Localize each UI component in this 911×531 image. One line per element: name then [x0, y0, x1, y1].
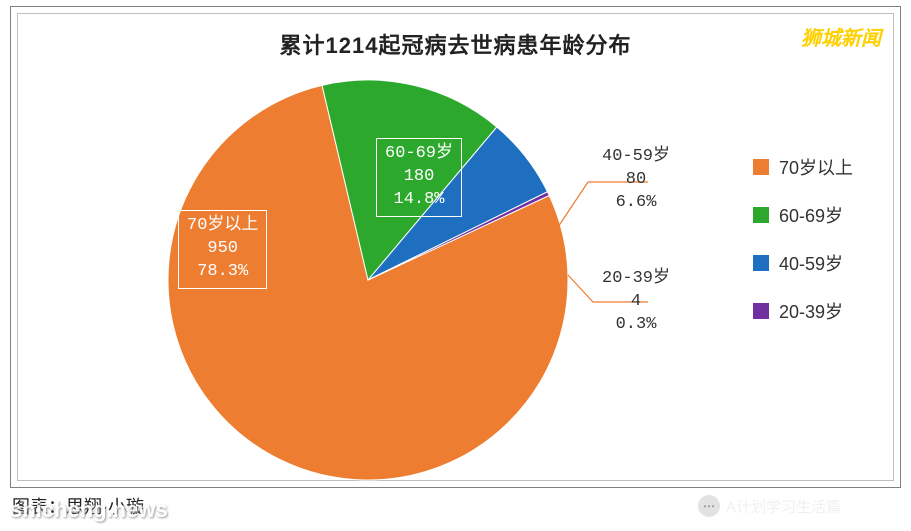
wechat-icon: ⋯	[698, 495, 720, 517]
legend-text: 40-59岁	[779, 250, 843, 276]
slice-value: 80	[602, 169, 670, 192]
watermark-channel: ⋯ A计划学习生活篇	[698, 495, 841, 517]
pie-chart	[88, 72, 648, 492]
slice-name: 20-39岁	[602, 268, 670, 291]
chart-frame: 累计1214起冠病去世病患年龄分布 狮城新闻 70岁以上 950 78.3% 6…	[10, 6, 901, 488]
slice-pct: 14.8%	[385, 189, 453, 212]
legend-item: 40-59岁	[753, 250, 853, 276]
legend-swatch	[753, 207, 769, 223]
legend-swatch	[753, 303, 769, 319]
slice-pct: 78.3%	[187, 261, 258, 284]
slice-label-40-59: 40-59岁 80 6.6%	[602, 146, 670, 215]
legend-swatch	[753, 159, 769, 175]
channel-text: A计划学习生活篇	[726, 496, 841, 517]
slice-label-70plus: 70岁以上 950 78.3%	[178, 210, 267, 289]
slice-label-20-39: 20-39岁 4 0.3%	[602, 268, 670, 337]
legend-item: 20-39岁	[753, 298, 853, 324]
legend: 70岁以上 60-69岁 40-59岁 20-39岁	[753, 154, 853, 346]
legend-text: 60-69岁	[779, 202, 843, 228]
slice-pct: 6.6%	[602, 192, 670, 215]
legend-item: 60-69岁	[753, 202, 853, 228]
slice-label-60-69: 60-69岁 180 14.8%	[376, 138, 462, 217]
legend-text: 20-39岁	[779, 298, 843, 324]
slice-value: 180	[385, 166, 453, 189]
legend-item: 70岁以上	[753, 154, 853, 180]
watermark-top-right: 狮城新闻	[801, 22, 881, 51]
slice-pct: 0.3%	[602, 314, 670, 337]
slice-name: 70岁以上	[187, 215, 258, 238]
legend-swatch	[753, 255, 769, 271]
slice-value: 950	[187, 238, 258, 261]
legend-text: 70岁以上	[779, 154, 853, 180]
watermark-domain: shicheng.news	[10, 497, 168, 523]
slice-value: 4	[602, 291, 670, 314]
chart-title: 累计1214起冠病去世病患年龄分布	[18, 28, 893, 60]
slice-name: 60-69岁	[385, 143, 453, 166]
chart-inner-border: 累计1214起冠病去世病患年龄分布 狮城新闻 70岁以上 950 78.3% 6…	[17, 13, 894, 481]
slice-name: 40-59岁	[602, 146, 670, 169]
